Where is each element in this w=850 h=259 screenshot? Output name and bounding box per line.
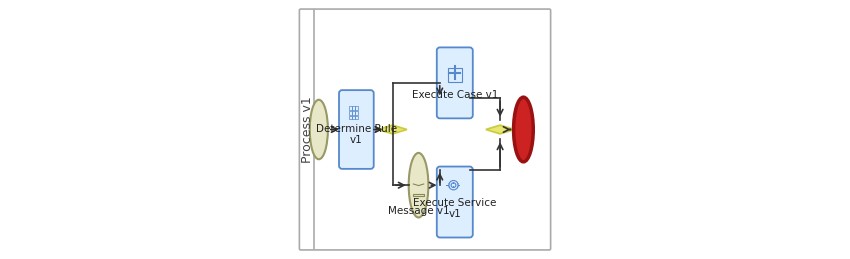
FancyBboxPatch shape (339, 90, 374, 169)
Polygon shape (378, 125, 407, 134)
Ellipse shape (309, 100, 328, 159)
FancyBboxPatch shape (437, 47, 473, 118)
FancyBboxPatch shape (437, 167, 473, 238)
Ellipse shape (513, 97, 533, 162)
Bar (348, 116, 352, 119)
Bar (352, 106, 355, 110)
Text: Execute Case v1: Execute Case v1 (411, 90, 498, 99)
Text: Message v1: Message v1 (388, 206, 450, 216)
Bar (456, 185, 459, 188)
Bar (355, 111, 359, 115)
Bar (448, 185, 451, 188)
Bar (413, 194, 423, 196)
Text: Process v1: Process v1 (301, 96, 314, 163)
Bar (355, 116, 359, 119)
Bar (448, 183, 451, 185)
Bar (355, 106, 359, 110)
Ellipse shape (409, 153, 428, 218)
Bar (352, 111, 355, 115)
Text: Execute Service
v1: Execute Service v1 (413, 198, 496, 219)
Polygon shape (486, 125, 514, 134)
Bar (456, 183, 459, 185)
FancyBboxPatch shape (299, 9, 551, 250)
Text: Determine Rule
v1: Determine Rule v1 (316, 124, 397, 146)
Bar (448, 68, 462, 82)
Bar (348, 111, 352, 115)
Bar (348, 106, 352, 110)
Bar (352, 116, 355, 119)
